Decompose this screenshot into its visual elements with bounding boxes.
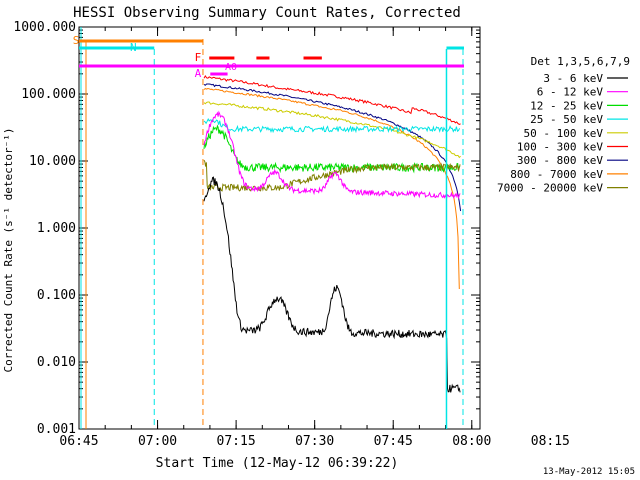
series-line-100-300kev [203, 74, 461, 125]
series-line-25-50kev [203, 118, 461, 134]
x-tick-label: 06:45 [59, 434, 98, 449]
saa-label: S [73, 34, 80, 47]
legend-label: 12 - 25 keV [530, 99, 603, 112]
series-line-12-25kev [203, 124, 461, 174]
x-tick-label: 08:15 [531, 434, 570, 449]
flare-label: F [195, 51, 202, 64]
legend-label: 7000 - 20000 keV [497, 182, 603, 195]
x-tick-label: 08:00 [452, 434, 491, 449]
legend-label: 800 - 7000 keV [510, 168, 603, 181]
legend-label: 50 - 100 keV [524, 127, 604, 140]
legend-label: 3 - 6 keV [543, 72, 603, 85]
y-tick-label: 1000.000 [13, 20, 76, 35]
series-line-6-12kev [203, 110, 461, 200]
plot-area: 0.001 0.010 0.100 1.000 10.000 100.000 1000.00… [13, 20, 570, 449]
y-tick-label: 10.000 [29, 154, 76, 169]
series-line-3-6kev [203, 176, 461, 393]
y-tick-label: 0.001 [37, 422, 76, 437]
x-tick-label: 07:45 [374, 434, 413, 449]
night-label: N [130, 41, 137, 54]
plot-frame [78, 26, 481, 430]
legend-label: 100 - 300 keV [517, 141, 603, 154]
series-line-800-7000kev [203, 87, 460, 290]
x-axis-label: Start Time (12-May-12 06:39:22) [156, 456, 399, 471]
y-tick-label: 0.100 [37, 288, 76, 303]
series-line-7000-20000kev [203, 159, 461, 192]
a0-label: A0 [225, 62, 237, 73]
y-tick-label: 1.000 [37, 221, 76, 236]
legend-label: 6 - 12 keV [537, 86, 604, 99]
y-axis-label: Corrected Count Rate (s⁻¹ detector⁻¹) [2, 127, 15, 372]
attenuator-label: A [195, 67, 202, 80]
legend-label: 25 - 50 keV [530, 113, 603, 126]
legend-title: Det 1,3,5,6,7,9 [531, 55, 630, 68]
series-line-300-800kev [203, 83, 462, 212]
series-line-50-100kev [203, 101, 461, 159]
y-tick-label: 0.010 [37, 355, 76, 370]
legend-label: 300 - 800 keV [517, 154, 603, 167]
x-tick-label: 07:30 [295, 434, 334, 449]
chart-title: HESSI Observing Summary Count Rates, Cor… [73, 5, 461, 21]
x-tick-label: 07:15 [217, 434, 256, 449]
x-tick-label: 07:00 [138, 434, 177, 449]
y-tick-label: 100.000 [21, 87, 76, 102]
timestamp: 13-May-2012 15:05 [543, 467, 635, 477]
